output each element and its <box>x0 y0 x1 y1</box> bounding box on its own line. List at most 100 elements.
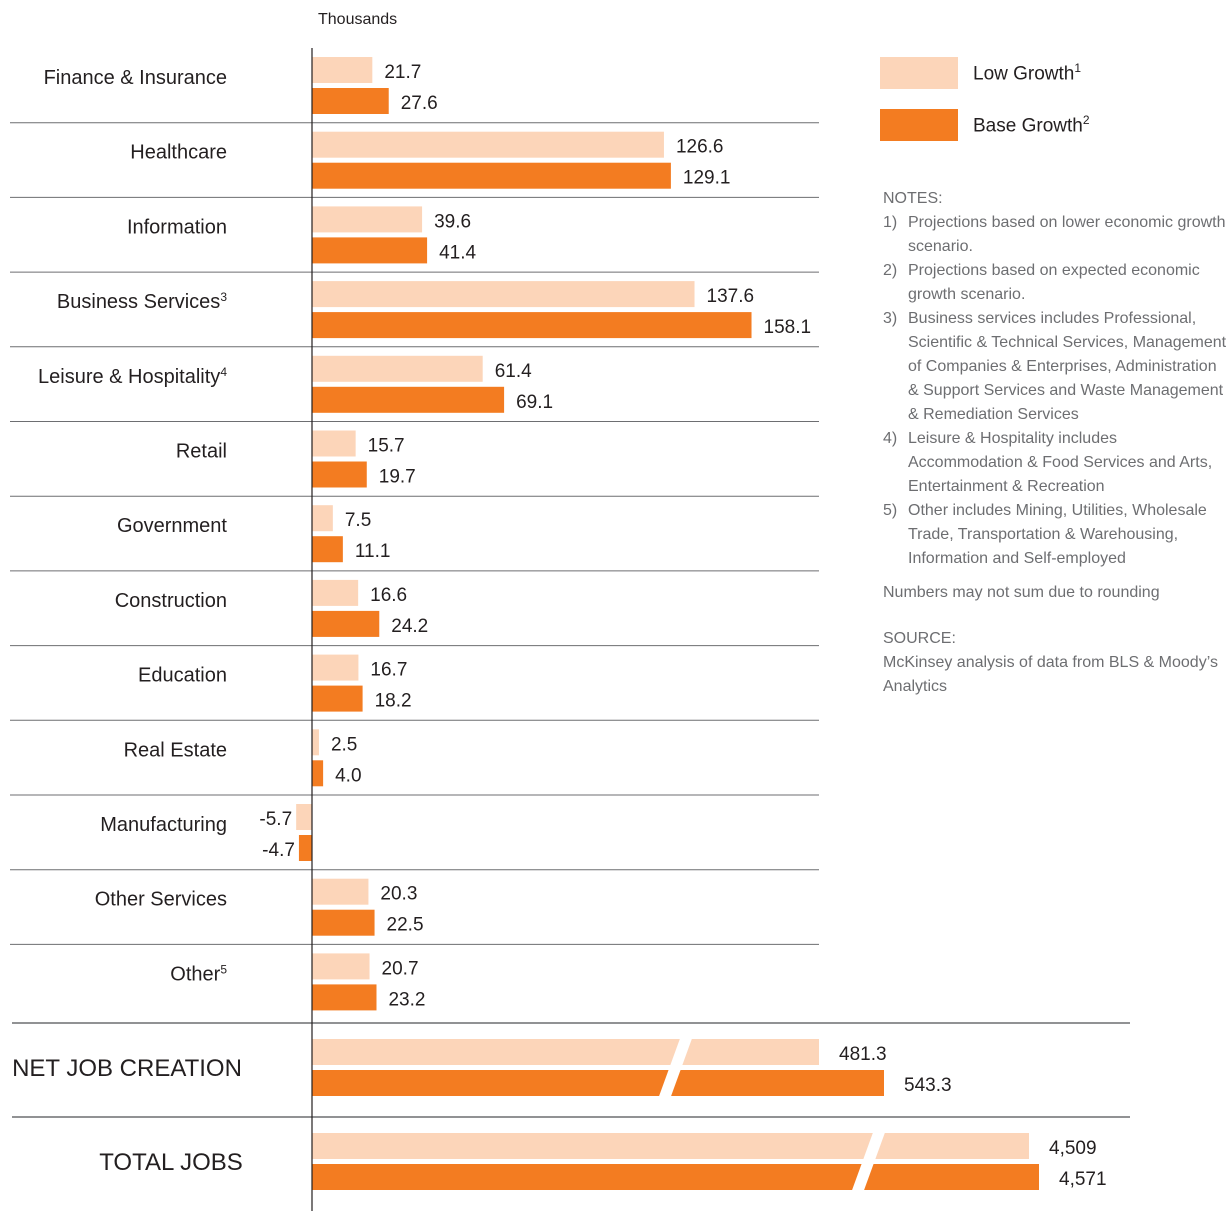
note-item: 4) Leisure & Hospitality includes Accommo… <box>883 427 1228 499</box>
bar-low-finance-insurance <box>312 57 373 83</box>
value-label-base-business-services: 158.1 <box>764 317 812 338</box>
bar-base-other <box>312 984 377 1011</box>
value-label-base-finance-insurance: 27.6 <box>401 93 438 114</box>
value-label-low-education: 16.7 <box>370 660 407 681</box>
category-label-healthcare: Healthcare <box>130 142 227 164</box>
category-label-other: Other5 <box>170 962 227 985</box>
legend-item-base-growth: Base Growth2 <box>880 109 1220 141</box>
bar-base-leisure-hospitality <box>312 386 505 413</box>
bar-base-finance-insurance <box>312 88 389 114</box>
rounding-note: Numbers may not sum due to rounding <box>883 584 1160 601</box>
value-label-low-total-jobs: 4,509 <box>1049 1138 1097 1159</box>
value-label-low-net-job-creation: 481.3 <box>839 1044 887 1065</box>
note-number: 2) <box>883 262 898 279</box>
bar-low-healthcare <box>312 131 664 158</box>
value-label-base-retail: 19.7 <box>379 467 416 488</box>
bar-base-real-estate <box>312 760 324 787</box>
value-label-base-construction: 24.2 <box>391 616 428 637</box>
value-label-base-other-services: 22.5 <box>387 915 424 936</box>
summary-label-total-jobs: TOTAL JOBS <box>99 1149 243 1176</box>
note-number: 1) <box>883 214 898 231</box>
summary-label-net-job-creation: NET JOB CREATION <box>12 1055 242 1082</box>
category-label-leisure-hospitality: Leisure & Hospitality4 <box>38 365 227 388</box>
notes-list: 1) Projections based on lower economic gr… <box>883 211 1228 571</box>
note-text: Projections based on lower economic grow… <box>908 214 1226 255</box>
value-label-base-healthcare: 129.1 <box>683 168 731 189</box>
bar-base-construction <box>312 610 380 637</box>
category-label-retail: Retail <box>176 441 227 463</box>
bar-low-retail <box>312 430 356 457</box>
axis-break-mark <box>851 1127 887 1193</box>
notes-panel: NOTES: 1) Projections based on lower econ… <box>883 187 1228 699</box>
category-label-education: Education <box>138 665 227 687</box>
legend-item-low-growth: Low Growth1 <box>880 57 1220 89</box>
bar-base-education <box>312 685 363 712</box>
bar-low-net-job-creation <box>312 1039 819 1065</box>
bar-base-business-services <box>312 312 752 339</box>
bar-base-total-jobs <box>312 1164 1039 1190</box>
legend-label-low-growth: Low Growth1 <box>973 60 1082 85</box>
value-label-low-manufacturing: -5.7 <box>259 809 292 830</box>
source-text: McKinsey analysis of data from BLS & Moo… <box>883 654 1218 695</box>
value-label-low-other: 20.7 <box>382 958 419 979</box>
note-item: 5) Other includes Mining, Utilities, Whol… <box>883 499 1228 571</box>
note-text: Projections based on expected economic g… <box>908 262 1200 303</box>
bar-low-construction <box>312 579 359 606</box>
value-label-base-net-job-creation: 543.3 <box>904 1075 952 1096</box>
value-label-low-healthcare: 126.6 <box>676 137 724 158</box>
note-number: 3) <box>883 310 898 327</box>
value-label-base-leisure-hospitality: 69.1 <box>516 392 553 413</box>
note-number: 5) <box>883 502 898 519</box>
bar-base-government <box>312 536 343 563</box>
legend-swatch-low-growth <box>880 57 958 89</box>
value-label-low-leisure-hospitality: 61.4 <box>495 361 532 382</box>
bar-low-education <box>312 654 359 681</box>
value-label-base-total-jobs: 4,571 <box>1059 1169 1107 1190</box>
note-item: 2) Projections based on expected economic… <box>883 259 1228 307</box>
bar-low-information <box>312 206 423 233</box>
bar-base-other-services <box>312 909 375 936</box>
value-label-low-real-estate: 2.5 <box>331 734 357 755</box>
value-label-base-information: 41.4 <box>439 242 476 263</box>
bar-low-other <box>312 953 370 980</box>
category-label-real-estate: Real Estate <box>124 739 227 761</box>
bar-low-total-jobs <box>312 1133 1029 1159</box>
note-text: Business services includes Professional,… <box>908 310 1227 423</box>
legend: Low Growth1 Base Growth2 <box>880 57 1220 161</box>
category-label-manufacturing: Manufacturing <box>100 814 227 836</box>
bar-low-manufacturing <box>296 804 312 830</box>
value-label-low-information: 39.6 <box>434 211 471 232</box>
bar-low-government <box>312 505 333 532</box>
unit-label: Thousands <box>318 11 397 28</box>
bar-base-healthcare <box>312 162 671 189</box>
note-item: 3) Business services includes Professiona… <box>883 307 1228 427</box>
value-label-low-business-services: 137.6 <box>707 286 755 307</box>
bar-low-real-estate <box>312 729 319 756</box>
value-label-base-real-estate: 4.0 <box>335 765 361 786</box>
category-label-other-services: Other Services <box>95 889 227 911</box>
bar-base-information <box>312 237 428 264</box>
notes-title: NOTES: <box>883 190 943 207</box>
bar-base-manufacturing <box>298 835 312 861</box>
bar-base-retail <box>312 461 367 488</box>
value-label-base-other: 23.2 <box>388 989 425 1010</box>
value-label-low-government: 7.5 <box>345 510 371 531</box>
note-number: 4) <box>883 430 898 447</box>
value-label-base-manufacturing: -4.7 <box>262 840 295 861</box>
value-label-base-education: 18.2 <box>375 691 412 712</box>
bar-low-other-services <box>312 878 369 905</box>
bar-low-leisure-hospitality <box>312 355 483 382</box>
category-label-finance-insurance: Finance & Insurance <box>44 67 227 89</box>
value-label-low-construction: 16.6 <box>370 585 407 606</box>
source-title: SOURCE: <box>883 630 956 647</box>
note-text: Other includes Mining, Utilities, Wholes… <box>908 502 1207 567</box>
category-label-government: Government <box>117 515 227 537</box>
category-label-construction: Construction <box>115 590 227 612</box>
legend-swatch-base-growth <box>880 109 958 141</box>
category-label-information: Information <box>127 216 227 238</box>
legend-label-base-growth: Base Growth2 <box>973 112 1090 137</box>
category-label-business-services: Business Services3 <box>57 290 227 313</box>
note-text: Leisure & Hospitality includes Accommoda… <box>908 430 1213 495</box>
bar-base-net-job-creation <box>312 1070 884 1096</box>
